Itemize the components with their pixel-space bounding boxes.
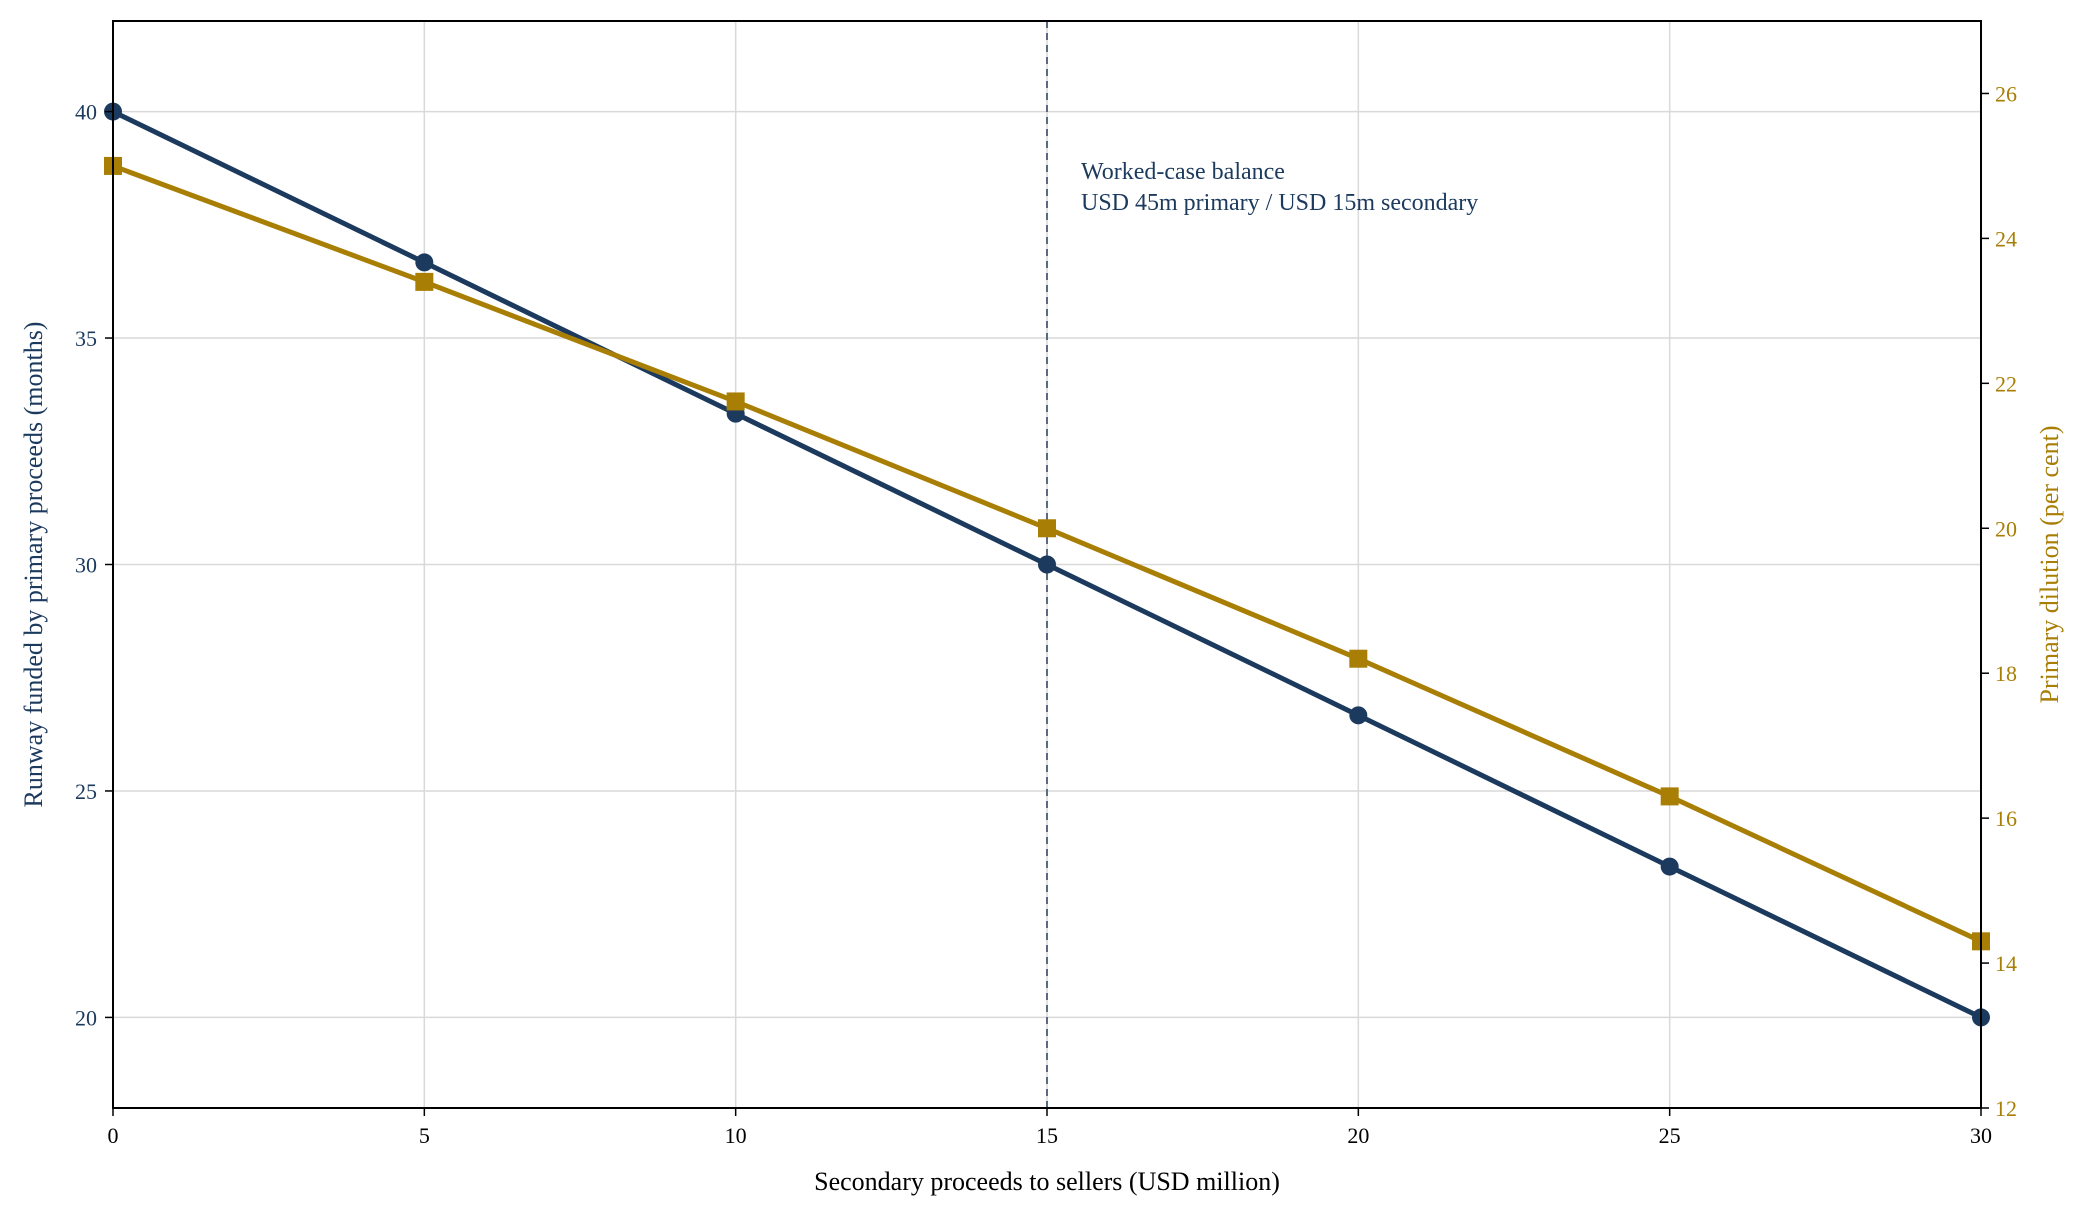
left-y-tick-label: 20: [75, 1005, 97, 1030]
x-tick-label: 25: [1659, 1123, 1681, 1148]
reference-annotation: Worked-case balance USD 45m primary / US…: [1081, 159, 1478, 216]
right-y-tick-label: 18: [1995, 661, 2017, 686]
right-y-tick-label: 14: [1995, 951, 2017, 976]
left-y-tick-label: 30: [75, 553, 97, 578]
right-y-tick-label: 16: [1995, 806, 2017, 831]
x-tick-label: 30: [1970, 1123, 1992, 1148]
right-y-tick-label: 24: [1995, 226, 2017, 251]
series-2-point: [726, 392, 745, 411]
left-y-tick-label: 35: [75, 326, 97, 351]
left-y-tick-label: 25: [75, 779, 97, 804]
left-y-axis-title: Runway funded by primary proceeds (month…: [19, 322, 48, 808]
x-tick-label: 0: [108, 1123, 119, 1148]
series-1-point: [1038, 555, 1056, 574]
left-y-axis-ticks: 20 25 30 35 40: [75, 100, 113, 1030]
right-y-tick-label: 20: [1995, 516, 2017, 541]
x-axis-ticks: 0 5 10 15 20 25 30: [108, 1108, 1992, 1148]
x-tick-label: 20: [1347, 1123, 1369, 1148]
annotation-line-1: Worked-case balance: [1081, 159, 1285, 185]
right-y-tick-label: 12: [1995, 1096, 2017, 1121]
x-axis-title: Secondary proceeds to sellers (USD milli…: [814, 1167, 1280, 1196]
x-tick-label: 10: [725, 1123, 747, 1148]
right-y-axis-ticks: 12 14 16 18 20 22 24 26: [1981, 81, 2017, 1121]
series-2-point: [415, 272, 434, 291]
series-1-point: [1660, 857, 1679, 876]
right-y-tick-label: 26: [1995, 81, 2017, 106]
series-1-point: [415, 253, 434, 272]
right-y-tick-label: 22: [1995, 371, 2017, 396]
right-y-axis-title: Primary dilution (per cent): [2035, 426, 2064, 704]
annotation-line-2: USD 45m primary / USD 15m secondary: [1081, 190, 1478, 216]
series-2-point: [1349, 649, 1368, 668]
series-2-point: [1660, 787, 1679, 806]
series-1-point: [1349, 706, 1368, 725]
series-2-point: [1038, 519, 1056, 538]
x-tick-label: 5: [419, 1123, 430, 1148]
x-tick-label: 15: [1036, 1123, 1058, 1148]
left-y-tick-label: 40: [75, 100, 97, 125]
series-layer: [104, 102, 1990, 1027]
